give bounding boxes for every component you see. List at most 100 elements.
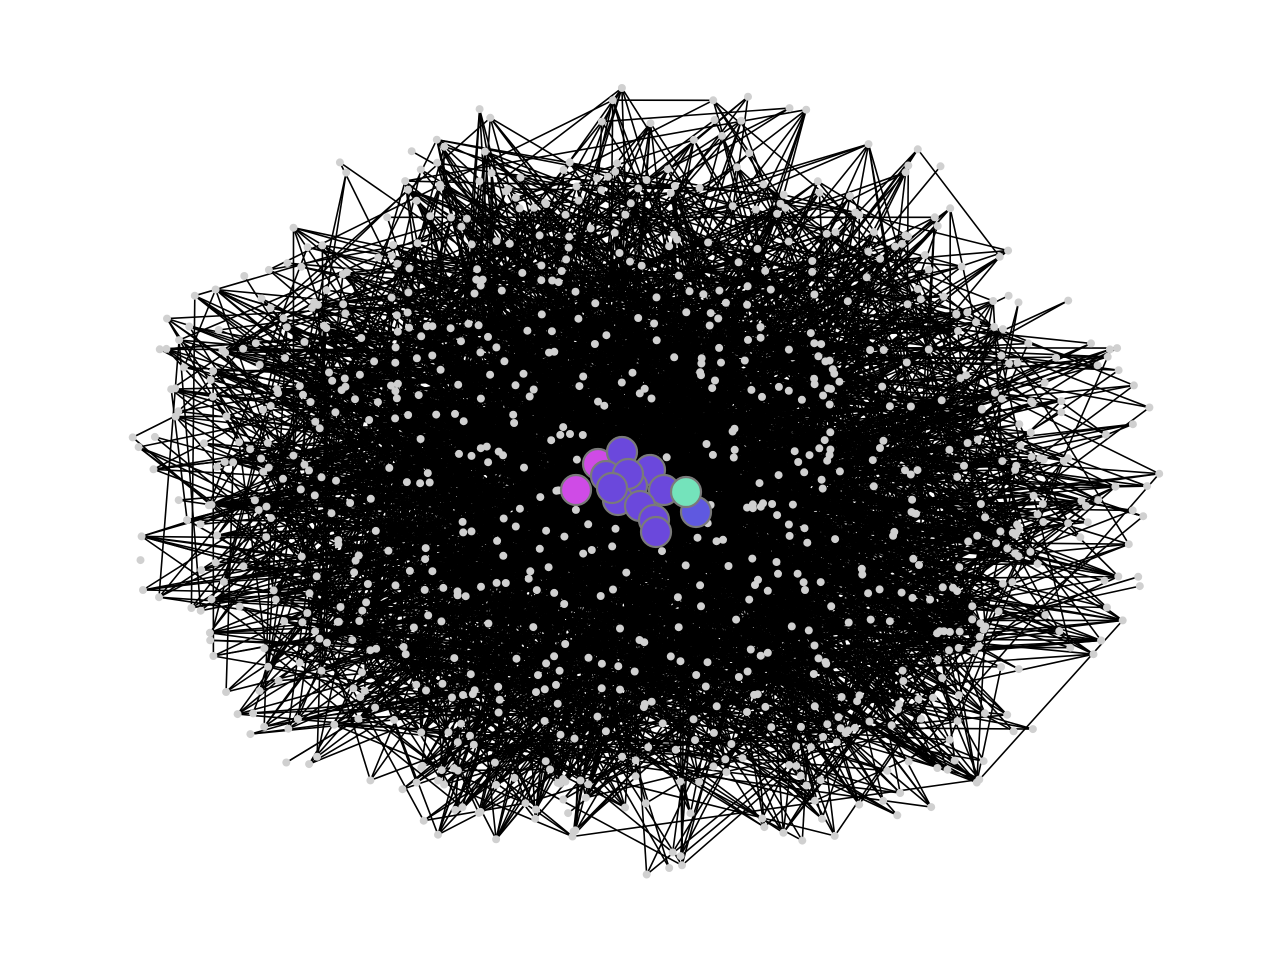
peripheral-node [1027,452,1036,461]
peripheral-node [644,743,653,752]
peripheral-node [946,204,955,213]
peripheral-node [597,684,606,693]
peripheral-node [264,265,273,274]
peripheral-node [899,677,908,685]
edge [538,235,580,491]
peripheral-node [834,713,843,722]
edge [440,693,474,771]
peripheral-node [806,329,815,338]
peripheral-node [468,690,477,699]
peripheral-node [743,300,752,309]
peripheral-node [793,569,802,578]
edge [358,261,631,622]
peripheral-node [492,578,501,587]
edge [259,588,614,692]
edge [690,243,903,503]
peripheral-node [819,732,828,741]
peripheral-node [366,776,375,785]
peripheral-node [1014,298,1023,307]
peripheral-node [673,235,682,244]
peripheral-node [358,606,367,615]
peripheral-node [387,251,396,260]
peripheral-node [1093,361,1102,370]
peripheral-node [391,581,400,590]
peripheral-node [374,253,383,262]
edge [681,486,1116,866]
peripheral-node [697,371,705,380]
peripheral-node [1101,430,1110,439]
edge [300,488,898,817]
peripheral-node [737,116,746,125]
peripheral-node [532,688,540,697]
peripheral-node [1103,603,1111,612]
peripheral-node [1016,441,1025,450]
peripheral-node [389,241,398,249]
edge [651,384,1135,480]
peripheral-node [384,546,393,555]
peripheral-node [816,578,825,587]
peripheral-node [1114,366,1123,375]
edge [505,582,950,633]
peripheral-node [469,740,478,749]
peripheral-node [387,293,396,302]
peripheral-node [845,192,854,200]
edge [267,666,816,802]
peripheral-node [421,544,430,553]
peripheral-node [609,585,617,594]
peripheral-node [459,528,468,537]
peripheral-node [658,719,667,728]
peripheral-node [440,142,449,151]
peripheral-node [571,287,580,296]
peripheral-node [440,780,449,789]
peripheral-node [815,444,824,453]
peripheral-node [357,334,366,342]
edge [405,487,611,655]
peripheral-node [753,244,762,253]
peripheral-node [416,165,425,174]
peripheral-node [497,286,506,295]
edge [783,194,1009,252]
peripheral-node [628,368,637,377]
peripheral-node [535,544,544,553]
peripheral-node [493,536,502,545]
peripheral-node [587,546,596,554]
peripheral-node [149,465,158,474]
peripheral-node [756,651,765,660]
peripheral-node [171,412,180,421]
edge [518,208,618,487]
peripheral-node [878,382,887,391]
peripheral-node [810,380,819,389]
edge [617,270,766,456]
peripheral-node [451,409,459,418]
edge [508,188,602,191]
peripheral-node [235,438,244,447]
peripheral-node [466,731,474,740]
peripheral-node [601,727,610,736]
peripheral-node [417,728,426,737]
peripheral-node [1027,397,1036,406]
peripheral-node [825,400,834,409]
peripheral-node [530,203,539,212]
peripheral-node [370,357,379,366]
peripheral-node [336,603,345,611]
peripheral-node [220,457,229,466]
peripheral-node [904,161,913,170]
peripheral-node [665,864,674,872]
peripheral-node [398,785,407,794]
peripheral-node [467,451,476,460]
peripheral-node [891,242,900,251]
peripheral-node [610,228,619,237]
peripheral-node [484,619,493,628]
peripheral-node [259,405,267,414]
peripheral-node [621,210,630,219]
peripheral-node [724,562,733,570]
peripheral-node [715,286,724,295]
edge [262,318,285,411]
edge [273,414,409,591]
peripheral-node [492,780,501,789]
peripheral-node [709,762,718,771]
peripheral-node [652,336,661,345]
peripheral-node [803,538,812,547]
peripheral-node [898,666,907,675]
peripheral-node [703,658,712,667]
